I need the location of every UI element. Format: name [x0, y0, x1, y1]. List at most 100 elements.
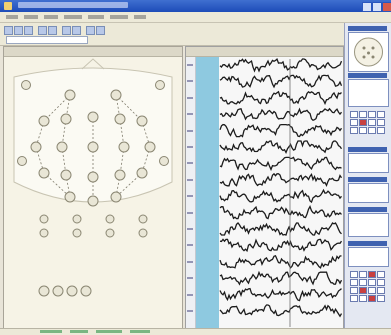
- electrode-p3[interactable]: [60, 169, 72, 181]
- channel-label[interactable]: [187, 277, 193, 280]
- grid-cell[interactable]: [377, 287, 385, 294]
- minimize-button[interactable]: [362, 2, 372, 12]
- channel-label[interactable]: [187, 293, 193, 296]
- grid-cell[interactable]: [368, 127, 376, 134]
- play-button[interactable]: [62, 26, 71, 35]
- channel-label[interactable]: [187, 146, 193, 148]
- auxiliary-electrode[interactable]: [39, 228, 49, 238]
- print-button[interactable]: [24, 26, 33, 35]
- grid-cell[interactable]: [359, 127, 367, 134]
- maximize-button[interactable]: [372, 2, 382, 12]
- electrode-fp1[interactable]: [64, 89, 76, 101]
- electrode-cz[interactable]: [87, 141, 99, 153]
- grid-cell[interactable]: [350, 119, 358, 126]
- ground-electrode[interactable]: [38, 285, 50, 297]
- ground-electrode[interactable]: [66, 285, 78, 297]
- grid-cell[interactable]: [368, 287, 376, 294]
- grid-cell[interactable]: [368, 119, 376, 126]
- auxiliary-electrode[interactable]: [138, 214, 148, 224]
- grid-cell[interactable]: [377, 119, 385, 126]
- selected-time-region[interactable]: [196, 57, 219, 329]
- grid-cell[interactable]: [350, 127, 358, 134]
- menu-item-montage[interactable]: [64, 15, 82, 19]
- electrode-o1[interactable]: [64, 191, 76, 203]
- auxiliary-electrode[interactable]: [105, 214, 115, 224]
- channel-label[interactable]: [187, 80, 193, 83]
- grid-cell[interactable]: [359, 287, 367, 294]
- reference-electrode[interactable]: [21, 80, 31, 90]
- grid-cell[interactable]: [350, 287, 358, 294]
- grid-cell[interactable]: [350, 295, 358, 302]
- auxiliary-electrode[interactable]: [39, 214, 49, 224]
- electrode-pz[interactable]: [87, 171, 99, 183]
- auxiliary-electrode[interactable]: [138, 228, 148, 238]
- open-button[interactable]: [4, 26, 13, 35]
- menu-item-help[interactable]: [134, 15, 146, 19]
- channel-label[interactable]: [187, 129, 193, 132]
- grid-cell[interactable]: [377, 271, 385, 278]
- grid-cell[interactable]: [359, 111, 367, 118]
- grid-cell[interactable]: [350, 279, 358, 286]
- auxiliary-electrode[interactable]: [72, 228, 82, 238]
- reference-electrode[interactable]: [17, 156, 27, 166]
- grid-cell[interactable]: [350, 271, 358, 278]
- electrode-t6[interactable]: [136, 167, 148, 179]
- channel-label[interactable]: [187, 211, 193, 214]
- electrode-fp2[interactable]: [110, 89, 122, 101]
- electrode-f4[interactable]: [114, 113, 126, 125]
- channel-label[interactable]: [187, 228, 193, 230]
- ground-electrode[interactable]: [52, 285, 64, 297]
- grid-cell[interactable]: [377, 295, 385, 302]
- channel-label[interactable]: [187, 178, 193, 181]
- stop-button[interactable]: [72, 26, 81, 35]
- montage-select[interactable]: [6, 36, 88, 44]
- electrode-f3[interactable]: [60, 113, 72, 125]
- zoom-out-button[interactable]: [48, 26, 57, 35]
- grid-cell[interactable]: [350, 111, 358, 118]
- channel-label[interactable]: [187, 113, 193, 116]
- grid-cell[interactable]: [368, 295, 376, 302]
- settings-button[interactable]: [86, 26, 95, 35]
- electrode-c3[interactable]: [56, 141, 68, 153]
- close-button[interactable]: [382, 2, 391, 12]
- ground-electrode[interactable]: [80, 285, 92, 297]
- channel-label[interactable]: [187, 310, 193, 312]
- menu-item-edit[interactable]: [24, 15, 38, 19]
- menu-item-file[interactable]: [6, 15, 18, 19]
- menu-item-view[interactable]: [44, 15, 58, 19]
- electrode-fz[interactable]: [87, 111, 99, 123]
- montage-button[interactable]: [96, 26, 105, 35]
- electrode-t4[interactable]: [144, 141, 156, 153]
- grid-cell[interactable]: [377, 127, 385, 134]
- grid-cell[interactable]: [377, 111, 385, 118]
- grid-cell[interactable]: [359, 271, 367, 278]
- save-button[interactable]: [14, 26, 23, 35]
- channel-label[interactable]: [187, 162, 193, 165]
- electrode-c4[interactable]: [118, 141, 130, 153]
- channel-label[interactable]: [187, 64, 193, 66]
- grid-cell[interactable]: [359, 279, 367, 286]
- electrode-f7[interactable]: [38, 115, 50, 127]
- electrode-t3[interactable]: [30, 141, 42, 153]
- channel-label[interactable]: [187, 260, 193, 263]
- auxiliary-electrode[interactable]: [105, 228, 115, 238]
- electrode-f8[interactable]: [136, 115, 148, 127]
- electrode-t5[interactable]: [38, 167, 50, 179]
- grid-cell[interactable]: [368, 271, 376, 278]
- reference-electrode[interactable]: [159, 156, 169, 166]
- channel-label[interactable]: [187, 96, 193, 99]
- grid-cell[interactable]: [359, 295, 367, 302]
- electrode-o2[interactable]: [110, 191, 122, 203]
- electrode-oz[interactable]: [87, 195, 99, 207]
- zoom-in-button[interactable]: [38, 26, 47, 35]
- menu-item-window[interactable]: [110, 15, 128, 19]
- grid-cell[interactable]: [377, 279, 385, 286]
- channel-label[interactable]: [187, 195, 193, 198]
- grid-cell[interactable]: [368, 111, 376, 118]
- electrode-p4[interactable]: [114, 169, 126, 181]
- auxiliary-electrode[interactable]: [72, 214, 82, 224]
- grid-cell[interactable]: [368, 279, 376, 286]
- grid-cell[interactable]: [359, 119, 367, 126]
- menu-item-tools[interactable]: [88, 15, 104, 19]
- channel-label[interactable]: [187, 244, 193, 247]
